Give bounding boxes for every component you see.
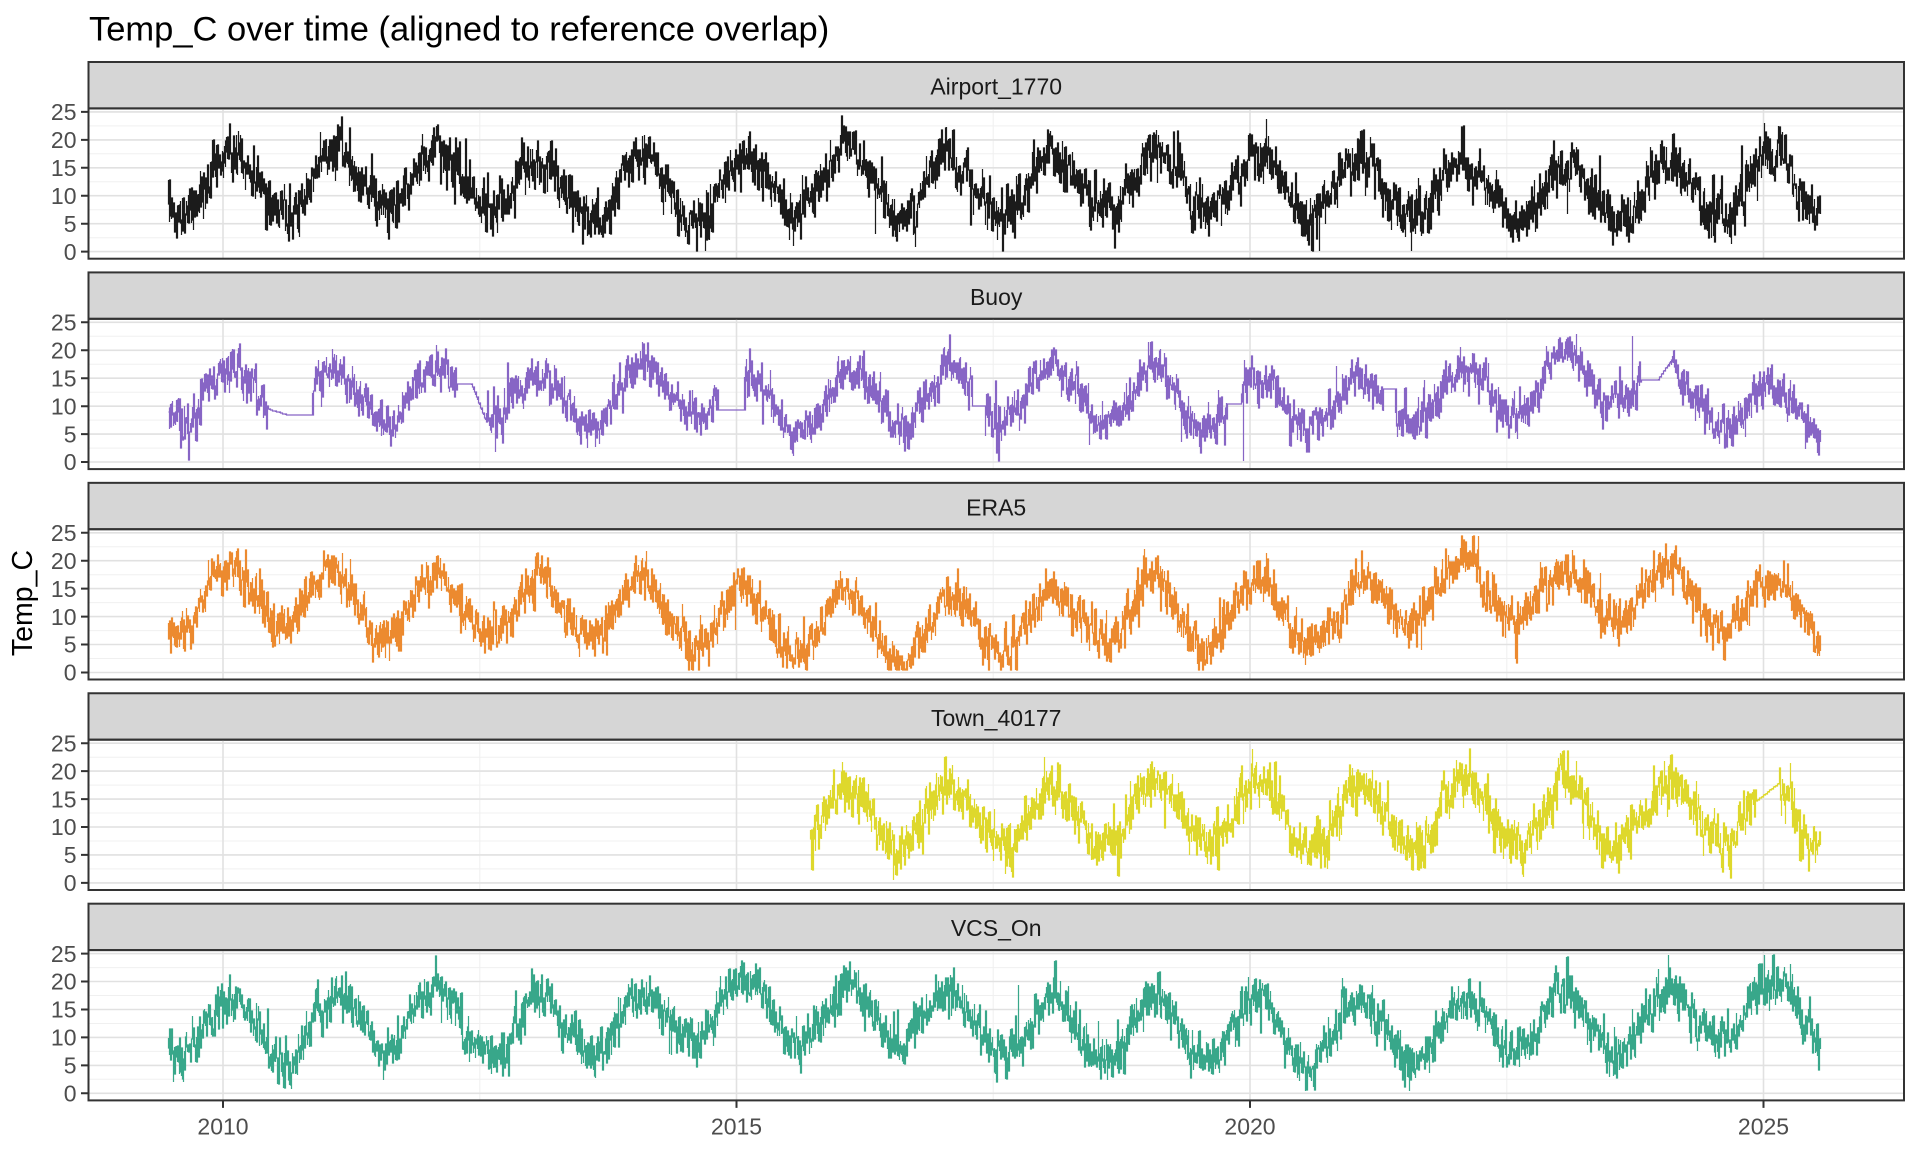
svg-text:Town_40177: Town_40177 xyxy=(931,705,1061,731)
svg-text:10: 10 xyxy=(51,393,77,419)
svg-text:5: 5 xyxy=(64,421,77,447)
svg-text:0: 0 xyxy=(64,1081,77,1107)
svg-text:10: 10 xyxy=(51,1025,77,1051)
svg-text:5: 5 xyxy=(64,842,77,868)
svg-text:25: 25 xyxy=(51,730,77,756)
svg-text:2025: 2025 xyxy=(1738,1113,1789,1139)
svg-text:2020: 2020 xyxy=(1224,1113,1275,1139)
svg-text:25: 25 xyxy=(51,99,77,125)
svg-text:15: 15 xyxy=(51,997,77,1023)
svg-text:20: 20 xyxy=(51,338,77,364)
svg-text:Buoy: Buoy xyxy=(970,284,1023,310)
svg-text:20: 20 xyxy=(51,969,77,995)
svg-text:25: 25 xyxy=(51,520,77,546)
svg-text:0: 0 xyxy=(64,239,77,265)
svg-text:15: 15 xyxy=(51,786,77,812)
svg-text:ERA5: ERA5 xyxy=(966,494,1026,520)
svg-text:25: 25 xyxy=(51,310,77,336)
svg-text:25: 25 xyxy=(51,941,77,967)
svg-text:2010: 2010 xyxy=(197,1113,248,1139)
svg-text:20: 20 xyxy=(51,127,77,153)
svg-text:Temp_C over time (aligned to r: Temp_C over time (aligned to reference o… xyxy=(89,11,829,49)
svg-text:10: 10 xyxy=(51,604,77,630)
svg-text:5: 5 xyxy=(64,632,77,658)
svg-text:20: 20 xyxy=(51,548,77,574)
svg-text:5: 5 xyxy=(64,211,77,237)
svg-text:0: 0 xyxy=(64,660,77,686)
svg-text:10: 10 xyxy=(51,183,77,209)
svg-text:0: 0 xyxy=(64,870,77,896)
svg-text:15: 15 xyxy=(51,365,77,391)
svg-text:15: 15 xyxy=(51,576,77,602)
svg-text:0: 0 xyxy=(64,449,77,475)
svg-text:Temp_C: Temp_C xyxy=(7,550,39,656)
svg-text:10: 10 xyxy=(51,814,77,840)
svg-text:Airport_1770: Airport_1770 xyxy=(930,74,1062,100)
svg-text:2015: 2015 xyxy=(711,1113,762,1139)
svg-text:20: 20 xyxy=(51,758,77,784)
svg-text:15: 15 xyxy=(51,155,77,181)
svg-text:VCS_On: VCS_On xyxy=(951,915,1042,941)
svg-text:5: 5 xyxy=(64,1053,77,1079)
